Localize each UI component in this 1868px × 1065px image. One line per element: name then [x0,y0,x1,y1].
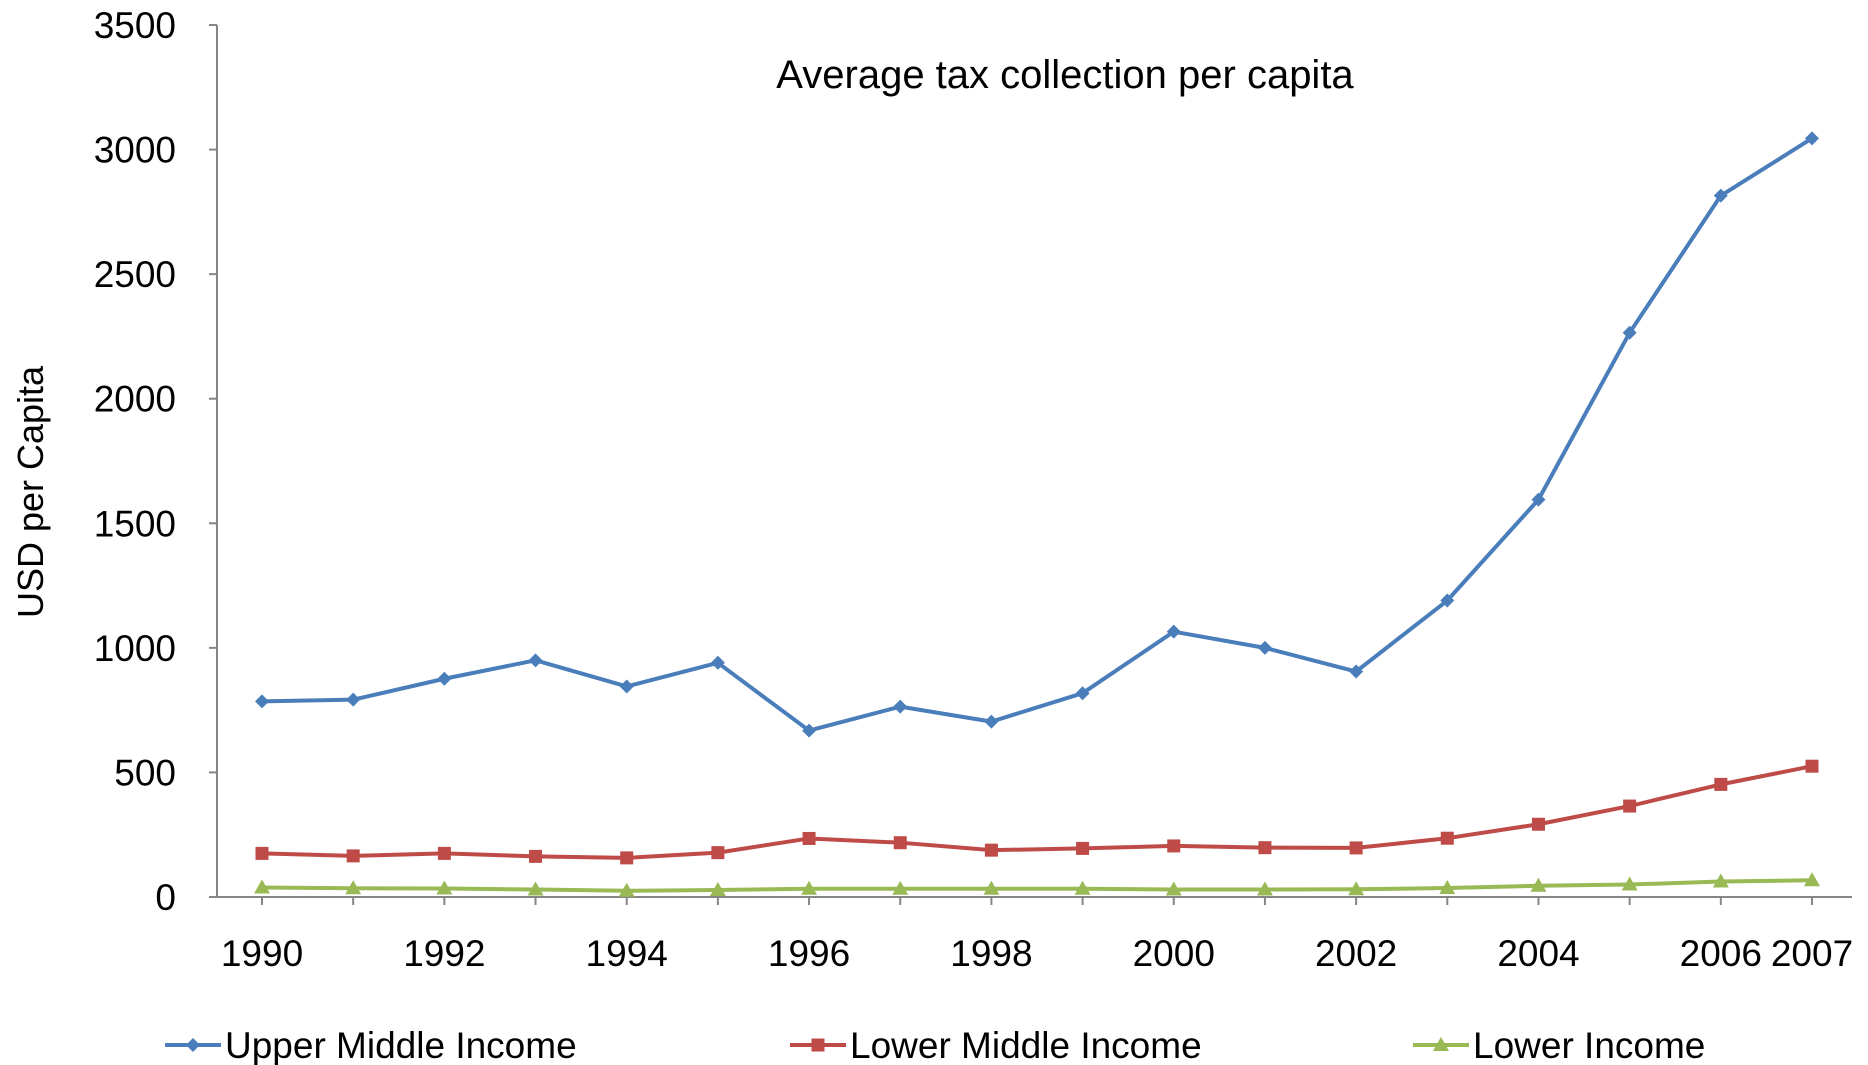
data-point [1074,880,1091,895]
data-point [346,692,361,707]
data-point [1349,841,1363,855]
data-point [529,849,543,863]
data-point [1439,880,1456,895]
data-point [1622,325,1637,340]
data-point [1257,640,1272,655]
data-point [1167,839,1181,853]
x-tick-label: 1996 [768,933,850,974]
data-point [1531,817,1545,831]
legend: Upper Middle Income Lower Middle Income Lo… [165,1025,1705,1065]
data-point [619,679,634,694]
data-point [1076,841,1090,855]
legend-item: Upper Middle Income [165,1025,577,1065]
data-point [802,723,817,738]
x-tick-label: 2006 [1680,933,1762,974]
data-point [1258,841,1272,855]
data-point [1714,777,1728,791]
data-point [1166,624,1181,639]
data-point [1805,759,1819,773]
data-point [346,849,360,863]
data-point [1713,188,1728,203]
data-point [1712,873,1729,888]
data-point [709,882,726,897]
data-point [711,846,725,860]
x-tick-label: 2000 [1133,933,1215,974]
x-tick-label: 1992 [403,933,485,974]
x-tick-label: 1998 [950,933,1032,974]
data-point [1623,799,1637,813]
y-tick-label: 3000 [94,130,176,171]
data-point [255,846,269,860]
y-tick-label: 3500 [94,5,176,46]
legend-label: Lower Middle Income [850,1025,1202,1065]
y-axis-ticks: 0 500 1000 1500 2000 2500 3000 3500 [94,5,217,918]
data-point [1530,877,1547,892]
data-point [437,846,451,860]
x-tick-label: 2004 [1497,933,1579,974]
y-tick-label: 0 [155,877,176,918]
data-point [1165,881,1182,896]
series-line [261,764,1813,860]
x-tick-label: 1990 [221,933,303,974]
y-tick-label: 1500 [94,503,176,544]
series-layer [254,131,1820,897]
data-point [802,831,816,845]
data-point [984,714,999,729]
series-line [261,136,1814,733]
y-tick-label: 1000 [94,628,176,669]
legend-item: Lower Income [1413,1025,1705,1065]
y-axis-label: USD per Capita [10,365,51,618]
data-point [893,699,908,714]
x-axis-ticks: 1990 1992 1994 1996 1998 2000 2002 2004 2006 2007 [221,897,1853,974]
x-tick-label: 2002 [1315,933,1397,974]
legend-marker [811,1038,825,1052]
series-lower-middle-income [255,759,1819,865]
data-point [345,880,362,895]
data-point [437,671,452,686]
data-point [620,851,634,865]
data-point [984,843,998,857]
data-point [801,880,818,895]
data-point [1256,881,1273,896]
data-point [1531,492,1546,507]
chart-title: Average tax collection per capita [776,53,1354,97]
data-point [1440,593,1455,608]
data-point [527,881,544,896]
series-lower-income [254,872,1820,897]
series-line [261,878,1813,893]
y-tick-label: 2500 [94,254,176,295]
legend-marker [186,1038,200,1052]
legend-label: Lower Income [1473,1025,1705,1065]
data-point [436,880,453,895]
y-tick-label: 2000 [94,379,176,420]
data-point [1804,872,1820,887]
data-point [893,836,907,850]
data-point [528,653,543,668]
series-upper-middle-income [255,131,1819,738]
legend-marker [1433,1037,1449,1051]
y-tick-label: 500 [114,752,176,793]
data-point [618,882,635,897]
data-point [1621,876,1638,891]
data-point [255,694,269,709]
data-point [892,880,909,895]
data-point [254,879,270,894]
legend-item: Lower Middle Income [790,1025,1202,1065]
data-point [1349,664,1364,679]
data-point [1440,831,1454,845]
data-point [1075,686,1090,701]
data-point [983,880,1000,895]
x-tick-label: 1994 [586,933,668,974]
x-tick-label: 2007 [1771,933,1853,974]
data-point [710,655,725,670]
legend-label: Upper Middle Income [225,1025,577,1065]
data-point [1805,131,1819,146]
data-point [1348,881,1365,896]
